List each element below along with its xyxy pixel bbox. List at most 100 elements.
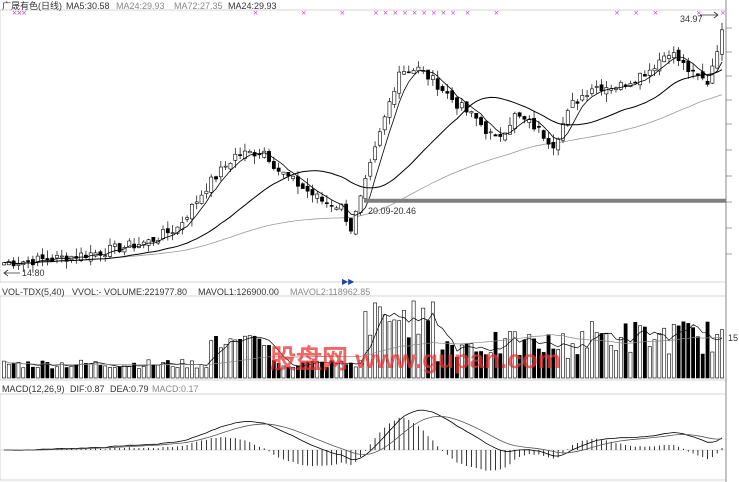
dea-line <box>4 415 723 456</box>
candle <box>300 183 305 189</box>
candle <box>344 203 349 222</box>
high-label: 34.97 <box>680 14 703 24</box>
candle <box>170 232 175 234</box>
candle <box>103 255 108 258</box>
candle <box>349 218 353 232</box>
volume-bar <box>141 366 146 379</box>
volume-bar <box>74 364 79 379</box>
candle <box>508 125 512 135</box>
candle <box>310 189 315 196</box>
candle <box>483 121 488 134</box>
volume-bar <box>696 336 700 379</box>
volume-bar <box>416 333 421 379</box>
volume-bar <box>190 360 194 379</box>
signal-marker: × <box>450 9 456 17</box>
fast-forward-icon[interactable]: ▶▶ <box>342 277 355 286</box>
volume-bar <box>618 337 623 379</box>
volume-bar <box>628 351 633 379</box>
candle <box>358 195 363 213</box>
volume-bar <box>671 323 676 379</box>
candle <box>411 70 416 74</box>
candle <box>146 239 151 246</box>
candle <box>589 88 594 94</box>
candle <box>652 68 657 72</box>
volume-bar <box>267 345 271 379</box>
candle <box>40 254 45 260</box>
candle <box>363 178 368 199</box>
candle <box>185 217 190 220</box>
volume-ma-lines <box>3 312 723 367</box>
volume-bar <box>31 366 35 379</box>
candle <box>26 260 30 262</box>
volume-bar <box>300 362 305 379</box>
candle <box>233 153 238 161</box>
volume-bar <box>435 361 440 379</box>
candle <box>618 82 623 90</box>
volume-bar <box>691 327 695 379</box>
signal-marker: × <box>412 9 418 17</box>
volume-bar <box>406 337 411 379</box>
volume-bar <box>305 361 310 379</box>
candle <box>522 116 527 120</box>
signal-marker: × <box>696 9 702 17</box>
volume-bar <box>112 367 117 379</box>
volume-bar <box>565 357 570 379</box>
candle <box>686 60 691 73</box>
volume-bar <box>16 362 21 379</box>
candle <box>642 74 647 77</box>
volume-bar <box>642 326 647 379</box>
signal-marker: × <box>720 9 726 17</box>
volume-bar <box>527 334 532 379</box>
candle <box>594 86 599 88</box>
candle <box>676 49 681 62</box>
candle <box>117 243 122 253</box>
ma24-path <box>3 69 723 265</box>
candle <box>228 163 233 170</box>
macd-value: MACD:0.17 <box>152 384 199 394</box>
volume-bar <box>117 366 122 379</box>
volume-bar <box>556 349 561 379</box>
volume-bar <box>69 365 74 379</box>
candle <box>238 154 243 156</box>
candle <box>353 211 358 235</box>
candle <box>199 194 204 204</box>
candle <box>575 101 580 104</box>
volume-bar <box>647 346 652 379</box>
volume-bar <box>517 354 522 379</box>
signal-marker: × <box>465 9 471 17</box>
vol-right-label: 15 <box>728 333 738 343</box>
price-panel <box>0 9 727 283</box>
candle <box>556 138 561 151</box>
candle <box>426 69 430 80</box>
candle <box>585 95 589 97</box>
signal-marker: × <box>373 9 379 17</box>
volume-bar <box>243 335 247 379</box>
candle <box>493 134 498 137</box>
volume-bar <box>474 351 479 379</box>
macd-title: MACD(12,26,9) <box>2 384 65 394</box>
candle <box>561 123 565 141</box>
macd-dif: DIF:0.87 <box>70 384 105 394</box>
volume-bar <box>334 363 339 379</box>
candle <box>209 176 214 193</box>
volume-bar <box>421 307 426 379</box>
volume-ma5 <box>3 312 723 367</box>
volume-bar <box>344 364 349 379</box>
candle <box>402 71 406 75</box>
candle <box>681 59 686 63</box>
volume-bar <box>430 301 435 379</box>
candle <box>551 141 556 149</box>
low-label: 14.80 <box>22 268 45 278</box>
volume-bar <box>633 321 638 379</box>
header-ma5: MA5:30.58 <box>66 1 110 11</box>
candle <box>580 95 585 101</box>
volume-bar <box>59 362 64 379</box>
volume-bar <box>570 343 575 379</box>
volume-bar <box>199 364 204 379</box>
candle <box>286 172 291 177</box>
signal-marker: × <box>441 9 447 17</box>
candle <box>541 130 546 139</box>
candle <box>151 236 156 242</box>
volume-bar <box>108 367 112 379</box>
volume-bar <box>93 361 98 379</box>
